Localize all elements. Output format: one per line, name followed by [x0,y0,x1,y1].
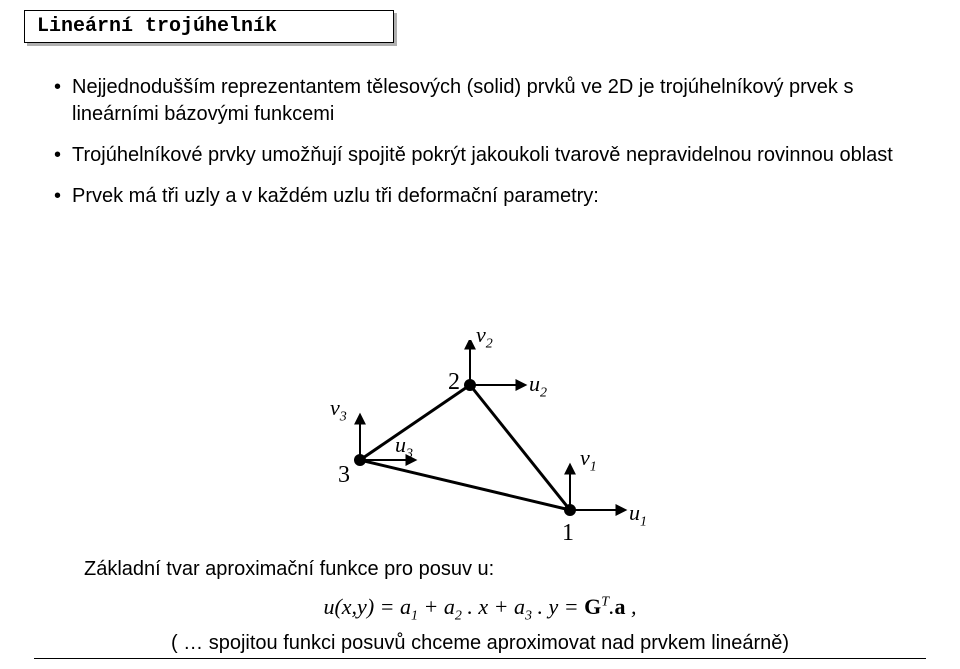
approx-function-caption: Základní tvar aproximační funkce pro pos… [84,558,494,581]
equation-line: u(x,y) = a1 + a2 . x + a3 . y = GT.a , [0,594,960,624]
footer-rule [34,658,926,659]
node-1-u-label: u1 [629,500,647,530]
bullet-2: Trojúhelníkové prvky umožňují spojitě po… [54,142,906,169]
node-1-v-label: v1 [580,445,597,475]
section-heading: Lineární trojúhelník [25,11,393,42]
section-heading-box: Lineární trojúhelník [24,10,394,43]
node-3-u-label: u3 [395,432,413,462]
bullet-1: Nejjednodušším reprezentantem tělesových… [54,74,906,128]
node-2-v-label: v2 [476,322,493,352]
bullet-3: Prvek má tři uzly a v každém uzlu tři de… [54,183,906,210]
node-2-u-label: u2 [529,371,547,401]
node-2-number: 2 [448,369,460,396]
paren-note: ( … spojitou funkci posuvů chceme aproxi… [0,632,960,655]
node-3-number: 3 [338,462,350,489]
triangle-svg [280,340,680,550]
node-1-number: 1 [562,520,574,547]
node-3-v-label: v3 [330,395,347,425]
body-text: Nejjednodušším reprezentantem tělesových… [54,74,906,224]
triangle-diagram: 1 2 3 v1 u1 v2 u2 v3 u3 [280,340,680,550]
